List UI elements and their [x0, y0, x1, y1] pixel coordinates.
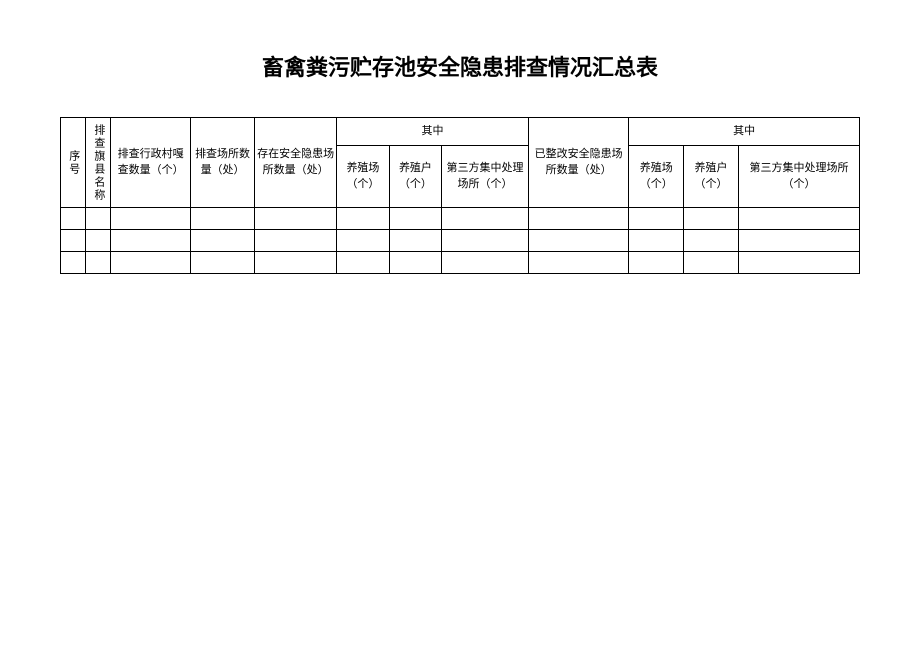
cell [629, 208, 684, 230]
cell [528, 230, 628, 252]
cell [442, 230, 529, 252]
header-farm-1: 养殖场（个） [337, 146, 390, 208]
cell [337, 230, 390, 252]
header-county-name: 排查旗县名称 [86, 118, 111, 208]
cell [738, 230, 859, 252]
cell [738, 252, 859, 274]
cell [684, 230, 739, 252]
cell [684, 252, 739, 274]
cell [528, 208, 628, 230]
cell [738, 208, 859, 230]
cell [86, 230, 111, 252]
cell [61, 208, 86, 230]
cell [255, 230, 337, 252]
summary-table: 序号 排查旗县名称 排查行政村嘎查数量（个） 排查场所数量（处） 存在安全隐患场… [60, 117, 860, 274]
cell [629, 252, 684, 274]
page-title: 畜禽粪污贮存池安全隐患排查情况汇总表 [60, 50, 860, 82]
cell [61, 252, 86, 274]
header-hidden-danger: 存在安全隐患场所数量（处） [255, 118, 337, 208]
header-household-1: 养殖户（个） [389, 146, 442, 208]
cell [389, 230, 442, 252]
cell [255, 252, 337, 274]
cell [61, 230, 86, 252]
cell [86, 208, 111, 230]
header-third-party-2: 第三方集中处理场所（个） [738, 146, 859, 208]
cell [255, 208, 337, 230]
cell [442, 252, 529, 274]
header-village-count: 排查行政村嘎查数量（个） [111, 118, 191, 208]
cell [111, 252, 191, 274]
cell [191, 252, 255, 274]
cell [389, 208, 442, 230]
header-third-party-1: 第三方集中处理场所（个） [442, 146, 529, 208]
table-row [61, 230, 860, 252]
cell [442, 208, 529, 230]
header-household-2: 养殖户（个） [684, 146, 739, 208]
header-seq: 序号 [61, 118, 86, 208]
table-row [61, 252, 860, 274]
cell [684, 208, 739, 230]
cell [389, 252, 442, 274]
cell [111, 208, 191, 230]
cell [629, 230, 684, 252]
cell [191, 230, 255, 252]
cell [111, 230, 191, 252]
header-among-1: 其中 [337, 118, 529, 146]
header-place-count: 排查场所数量（处） [191, 118, 255, 208]
header-rectified: 已整改安全隐患场所数量（处） [528, 118, 628, 208]
header-farm-2: 养殖场（个） [629, 146, 684, 208]
cell [86, 252, 111, 274]
table-row [61, 208, 860, 230]
header-among-2: 其中 [629, 118, 860, 146]
cell [528, 252, 628, 274]
cell [337, 252, 390, 274]
cell [191, 208, 255, 230]
cell [337, 208, 390, 230]
